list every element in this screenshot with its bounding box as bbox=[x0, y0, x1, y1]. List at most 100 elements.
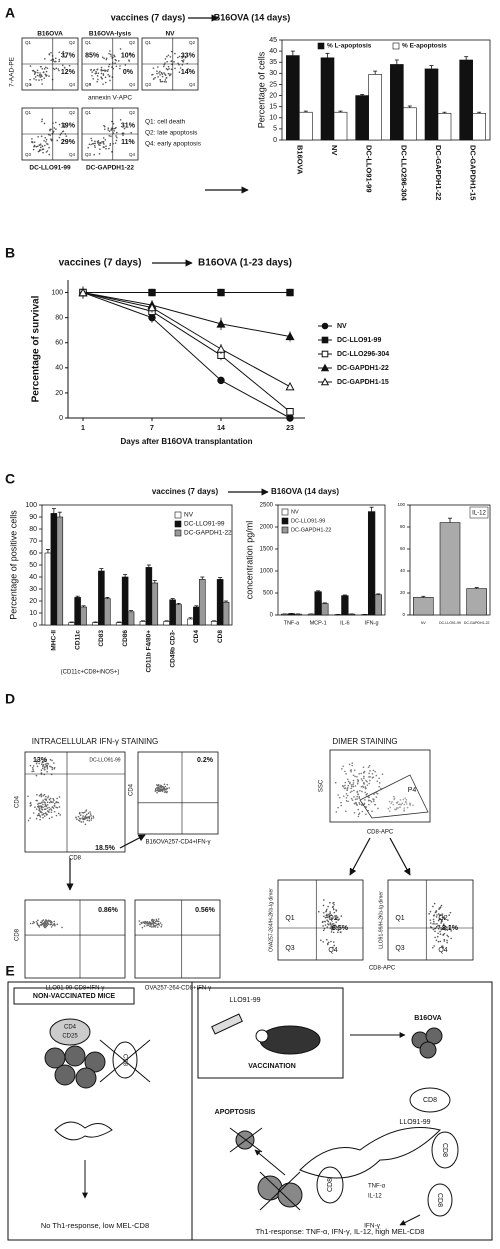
bar bbox=[403, 107, 417, 141]
marker bbox=[320, 363, 330, 372]
event-dot bbox=[334, 918, 337, 920]
event-dot bbox=[110, 55, 112, 57]
event-dot bbox=[150, 926, 153, 928]
event-dot bbox=[364, 787, 367, 790]
step-label: APOPTOSIS bbox=[215, 1109, 256, 1116]
bar bbox=[50, 513, 58, 626]
bar bbox=[222, 601, 230, 626]
event-dot bbox=[336, 916, 339, 919]
event-dot bbox=[156, 70, 158, 73]
event-dot bbox=[433, 902, 436, 905]
event-dot bbox=[84, 823, 87, 826]
event-dot bbox=[335, 925, 338, 928]
event-dot bbox=[400, 803, 402, 806]
event-dot bbox=[365, 813, 367, 816]
event-dot bbox=[59, 814, 61, 816]
legend-label: DC-GAPDH1-15 bbox=[337, 379, 389, 386]
event-dot bbox=[368, 776, 370, 778]
event-dot bbox=[39, 816, 42, 818]
event-dot bbox=[148, 921, 151, 923]
cell-label: CD8 bbox=[121, 1054, 127, 1067]
event-dot bbox=[152, 924, 155, 926]
event-dot bbox=[358, 797, 361, 800]
event-dot bbox=[119, 67, 121, 70]
event-dot bbox=[355, 802, 358, 805]
event-dot bbox=[154, 790, 157, 792]
event-dot bbox=[361, 810, 364, 813]
event-dot bbox=[107, 73, 110, 76]
event-dot bbox=[159, 784, 162, 787]
event-dot bbox=[428, 913, 430, 915]
event-dot bbox=[44, 803, 47, 806]
event-dot bbox=[36, 765, 39, 768]
event-dot bbox=[434, 930, 436, 933]
event-dot bbox=[142, 921, 145, 924]
event-dot bbox=[433, 945, 435, 947]
event-dot bbox=[56, 797, 58, 800]
y-tick-label: 20 bbox=[269, 92, 277, 99]
event-dot bbox=[156, 72, 158, 75]
event-dot bbox=[56, 923, 59, 926]
event-dot bbox=[368, 796, 370, 799]
event-dot bbox=[323, 899, 325, 901]
cytokine-label: TNF-α bbox=[368, 1184, 386, 1190]
event-dot bbox=[369, 779, 371, 782]
event-dot bbox=[393, 795, 395, 798]
event-dot bbox=[102, 73, 105, 75]
event-dot bbox=[55, 128, 57, 130]
event-dot bbox=[50, 128, 52, 131]
event-dot bbox=[90, 819, 93, 821]
event-dot bbox=[449, 924, 451, 927]
percent-label: 29% bbox=[61, 139, 76, 146]
event-dot bbox=[40, 769, 43, 772]
event-dot bbox=[344, 784, 346, 787]
panel-letter: E bbox=[5, 963, 14, 979]
event-dot bbox=[32, 812, 35, 814]
legend-label: NV bbox=[291, 509, 299, 515]
event-dot bbox=[392, 803, 395, 806]
event-dot bbox=[56, 139, 59, 142]
event-dot bbox=[39, 818, 41, 821]
header: B16OVA (14 days) bbox=[214, 12, 291, 22]
event-dot bbox=[157, 918, 160, 920]
y-tick-label: 50 bbox=[29, 562, 37, 569]
event-dot bbox=[412, 804, 414, 807]
event-dot bbox=[381, 773, 384, 775]
event-dot bbox=[366, 780, 368, 783]
arrow bbox=[349, 837, 371, 876]
event-dot bbox=[177, 56, 179, 59]
diagram-frame bbox=[7, 981, 493, 1241]
plot-title: NV bbox=[165, 31, 175, 38]
event-dot bbox=[41, 83, 43, 85]
y-tick-label: 20 bbox=[55, 390, 63, 397]
percent-label: 12% bbox=[61, 69, 76, 76]
event-dot bbox=[436, 914, 438, 916]
event-dot bbox=[353, 811, 356, 814]
event-dot bbox=[146, 924, 148, 927]
event-dot bbox=[156, 926, 159, 928]
event-dot bbox=[94, 146, 96, 148]
event-dot bbox=[39, 76, 42, 78]
header: B16OVA (1-23 days) bbox=[198, 258, 292, 269]
event-dot bbox=[349, 791, 352, 794]
marker bbox=[78, 287, 88, 297]
cell bbox=[84, 1051, 106, 1073]
x-tick-label: DC-GAPDH1-22 bbox=[464, 621, 490, 625]
event-dot bbox=[160, 925, 163, 928]
bar bbox=[199, 579, 206, 626]
panel-letter: B bbox=[5, 245, 15, 261]
bar bbox=[320, 57, 335, 141]
panel-letter: A bbox=[5, 5, 15, 21]
quadrant-label: Q2 bbox=[129, 40, 136, 45]
quadrant-label: Q3 bbox=[395, 945, 404, 952]
event-dot bbox=[35, 762, 38, 765]
marker bbox=[216, 319, 226, 328]
event-dot bbox=[350, 784, 353, 786]
event-dot bbox=[46, 762, 48, 765]
event-dot bbox=[166, 60, 168, 63]
bar bbox=[92, 622, 99, 626]
legend-swatch bbox=[174, 529, 182, 537]
event-dot bbox=[155, 920, 157, 923]
event-dot bbox=[357, 780, 359, 783]
legend-label: DC-LLO91-99 bbox=[184, 521, 225, 528]
